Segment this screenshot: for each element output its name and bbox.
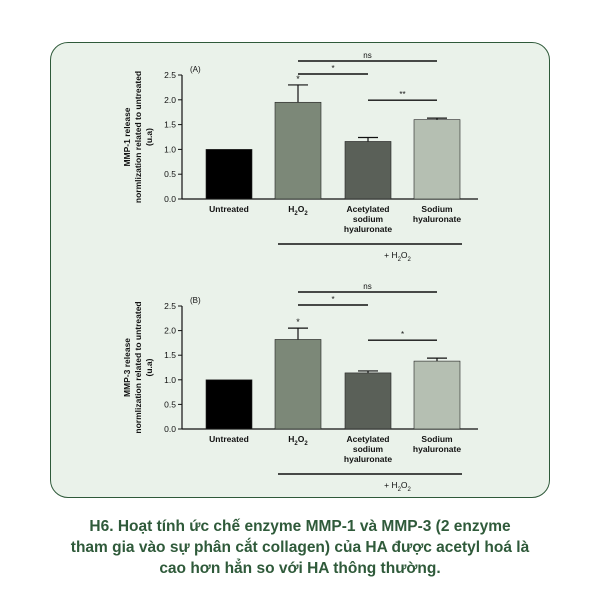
chart-1-y-tick-label: 0.0 [164,194,176,204]
chart-2-significance-label: * [401,330,404,339]
figure-caption: H6. Hoạt tính ức chế enzyme MMP-1 và MMP… [20,516,580,579]
chart-2-y-tick-label: 2.5 [164,301,176,311]
chart-2-bar [205,379,253,430]
chart-2-panel-label: (B) [190,296,201,305]
caption-line-1: H6. Hoạt tính ức chế enzyme MMP-1 và MMP… [89,518,511,535]
chart-1-significance-label: * [331,64,334,73]
chart-2-y-axis-label: MMP-3 release [122,338,132,397]
chart-2-category-label: sodium [353,444,384,454]
chart-2-bar [274,339,322,430]
chart-2-y-axis-label: normlization related to untreated [133,301,143,433]
chart-2-significance-label: * [331,295,334,304]
chart-1-bar [344,141,392,200]
chart-2-y-tick-label: 1.0 [164,375,176,385]
chart-2-category-label: Untreated [209,434,249,444]
chart-1-y-tick-label: 0.5 [164,169,176,179]
caption-line-3: cao hơn hẳn so với HA thông thường. [159,560,441,577]
chart-2-y-tick-label: 0.5 [164,399,176,409]
chart-2-category-label: hyaluronate [413,444,461,454]
chart-2-category-label: hyaluronate [344,454,392,464]
chart-1-category-label: Acetylated [347,204,390,214]
chart-2-group-label: + H2O2 [384,480,411,493]
chart-1-y-axis-label: normlization related to untreated [133,71,143,203]
chart-1-category-label: H2O2 [288,204,308,217]
chart-2-bar-star: * [296,317,300,327]
chart-1-category-label: Untreated [209,204,249,214]
chart-1-category-label: sodium [353,214,384,224]
caption-line-2: tham gia vào sự phân cắt collagen) của H… [70,539,530,556]
chart-2-category-label: Acetylated [347,434,390,444]
chart-1-panel-label: (A) [190,65,201,74]
chart-1-significance-label: ns [363,51,371,60]
chart-2-category-label: H2O2 [288,434,308,447]
chart-1-bar-star: * [296,74,300,84]
chart-1-bar [413,119,461,200]
chart-1-y-tick-label: 1.0 [164,144,176,154]
chart-2-bar [344,372,392,430]
chart-1-bar [274,101,322,200]
chart-2-bar [413,360,461,430]
chart-1-y-axis-label: (u.a) [144,128,154,146]
chart-1-category-label: hyaluronate [413,214,461,224]
chart-2-y-tick-label: 0.0 [164,424,176,434]
chart-2-y-axis-label: (u.a) [144,358,154,376]
chart-1-y-tick-label: 1.5 [164,120,176,130]
chart-2-y-tick-label: 1.5 [164,350,176,360]
chart-1-category-label: hyaluronate [344,224,392,234]
chart-1-y-tick-label: 2.0 [164,95,176,105]
chart-1-category-label: Sodium [421,204,453,214]
chart-1-significance-label: ** [399,90,405,99]
chart-1-group-label: + H2O2 [384,250,411,263]
chart-1-y-axis-label: MMP-1 release [122,107,132,166]
chart-2-y-tick-label: 2.0 [164,326,176,336]
chart-1-bar [205,149,253,200]
chart-2-significance-label: ns [363,282,371,291]
chart-2-category-label: Sodium [421,434,453,444]
chart-1-y-tick-label: 2.5 [164,70,176,80]
